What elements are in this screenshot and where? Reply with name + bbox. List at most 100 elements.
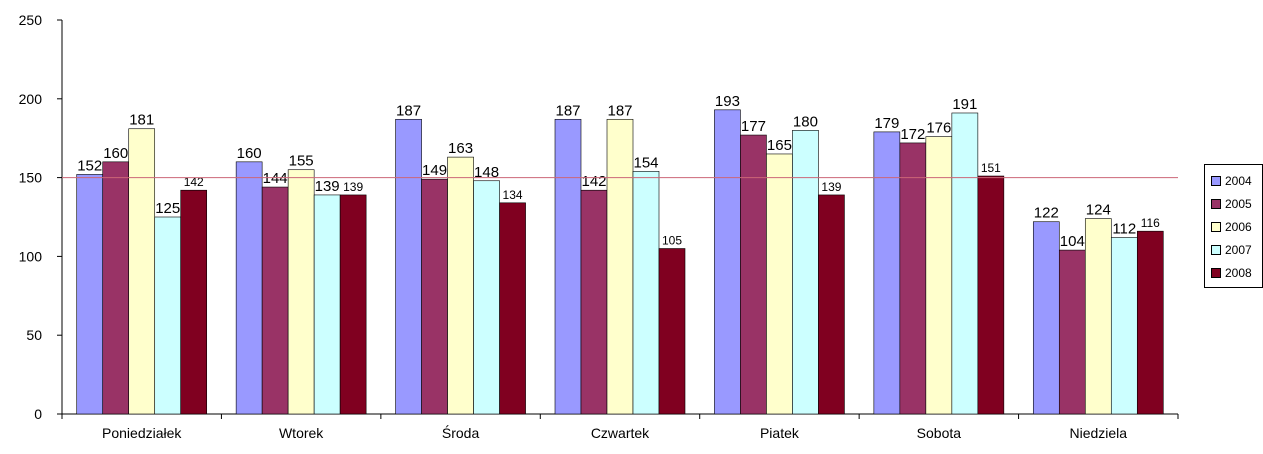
data-label: 134 bbox=[503, 188, 523, 202]
legend-item: 2005 bbox=[1211, 196, 1252, 212]
data-label: 124 bbox=[1086, 202, 1111, 219]
bar bbox=[951, 112, 979, 415]
bar bbox=[658, 248, 686, 415]
data-label: 187 bbox=[607, 102, 632, 119]
bar bbox=[473, 180, 500, 415]
data-label: 160 bbox=[103, 145, 128, 162]
bar bbox=[261, 186, 289, 415]
data-label: 172 bbox=[900, 126, 925, 143]
y-tick-label: 150 bbox=[19, 170, 43, 186]
legend-label: 2007 bbox=[1225, 243, 1252, 257]
bar bbox=[1084, 218, 1112, 415]
bar bbox=[180, 189, 208, 415]
bar bbox=[1110, 237, 1138, 415]
legend-label: 2006 bbox=[1225, 220, 1252, 234]
legend-swatch bbox=[1211, 199, 1221, 209]
bar bbox=[977, 175, 1005, 415]
y-tick-label: 50 bbox=[26, 327, 42, 343]
bar bbox=[76, 174, 104, 415]
data-label: 149 bbox=[422, 162, 447, 179]
bar bbox=[235, 161, 263, 415]
bar bbox=[447, 156, 474, 415]
bar bbox=[792, 130, 819, 415]
bar bbox=[313, 194, 341, 415]
bar bbox=[421, 178, 448, 415]
y-tick-label: 200 bbox=[19, 91, 43, 107]
legend-item: 2008 bbox=[1211, 265, 1252, 281]
data-label: 177 bbox=[741, 118, 766, 135]
bar bbox=[128, 128, 156, 415]
y-tick-label: 0 bbox=[34, 406, 42, 422]
data-label: 155 bbox=[289, 153, 314, 170]
x-tick-label: Czwartek bbox=[591, 425, 650, 441]
y-tick-label: 250 bbox=[19, 12, 43, 28]
data-label: 176 bbox=[926, 120, 951, 137]
data-label: 144 bbox=[263, 170, 288, 187]
bar bbox=[714, 109, 741, 415]
data-label: 112 bbox=[1112, 220, 1136, 237]
bar bbox=[1032, 221, 1060, 415]
bar bbox=[606, 118, 634, 415]
data-label: 191 bbox=[952, 96, 977, 113]
legend-label: 2005 bbox=[1225, 197, 1252, 211]
bar bbox=[554, 118, 582, 415]
data-label: 142 bbox=[184, 175, 204, 189]
legend-swatch bbox=[1211, 176, 1221, 186]
bar bbox=[102, 161, 130, 415]
data-label: 125 bbox=[155, 200, 180, 217]
bar bbox=[873, 131, 901, 415]
x-tick-label: Piatek bbox=[760, 425, 800, 441]
data-label: 122 bbox=[1034, 205, 1059, 222]
legend-label: 2004 bbox=[1225, 174, 1252, 188]
data-label: 187 bbox=[396, 102, 421, 119]
bar bbox=[339, 194, 367, 415]
bar bbox=[632, 170, 660, 415]
data-label: 160 bbox=[237, 145, 262, 162]
x-tick-label: Wtorek bbox=[279, 425, 324, 441]
bar bbox=[766, 153, 793, 415]
y-tick-label: 100 bbox=[19, 248, 43, 264]
x-tick-label: Środa bbox=[442, 424, 480, 441]
legend-item: 2004 bbox=[1211, 173, 1252, 189]
legend-swatch bbox=[1211, 268, 1221, 278]
data-label: 105 bbox=[662, 234, 682, 248]
data-label: 179 bbox=[874, 115, 899, 132]
data-label: 139 bbox=[315, 178, 340, 195]
data-label: 187 bbox=[555, 102, 580, 119]
x-tick-label: Poniedziałek bbox=[102, 425, 182, 441]
bar bbox=[818, 194, 845, 415]
legend: 2004 2005 2006 2007 2008 bbox=[1204, 164, 1263, 288]
x-tick-label: Niedziela bbox=[1069, 425, 1127, 441]
bar bbox=[1058, 249, 1086, 415]
data-label: 152 bbox=[77, 157, 102, 174]
bar bbox=[899, 142, 927, 415]
data-label: 104 bbox=[1060, 233, 1085, 250]
bar bbox=[740, 134, 767, 415]
data-label: 151 bbox=[981, 161, 1001, 175]
data-label: 139 bbox=[343, 180, 363, 194]
data-label: 148 bbox=[474, 164, 499, 181]
bar bbox=[499, 202, 526, 415]
data-label: 180 bbox=[793, 113, 818, 130]
data-label: 142 bbox=[581, 173, 606, 190]
legend-swatch bbox=[1211, 245, 1221, 255]
bar bbox=[925, 136, 953, 415]
legend-swatch bbox=[1211, 222, 1221, 232]
data-label: 116 bbox=[1141, 216, 1160, 230]
data-label: 193 bbox=[715, 93, 740, 110]
legend-label: 2008 bbox=[1225, 266, 1252, 280]
data-label: 163 bbox=[448, 140, 473, 157]
data-label: 154 bbox=[633, 154, 658, 171]
legend-item: 2007 bbox=[1211, 242, 1252, 258]
bar bbox=[580, 189, 608, 415]
x-tick-label: Sobota bbox=[917, 425, 962, 441]
data-label: 139 bbox=[821, 180, 841, 194]
bar bbox=[1136, 230, 1164, 415]
legend-item: 2006 bbox=[1211, 219, 1252, 235]
data-label: 181 bbox=[129, 112, 154, 129]
bar bbox=[154, 216, 182, 415]
bar bbox=[287, 169, 315, 415]
bar bbox=[395, 118, 422, 415]
data-label: 165 bbox=[767, 137, 792, 154]
